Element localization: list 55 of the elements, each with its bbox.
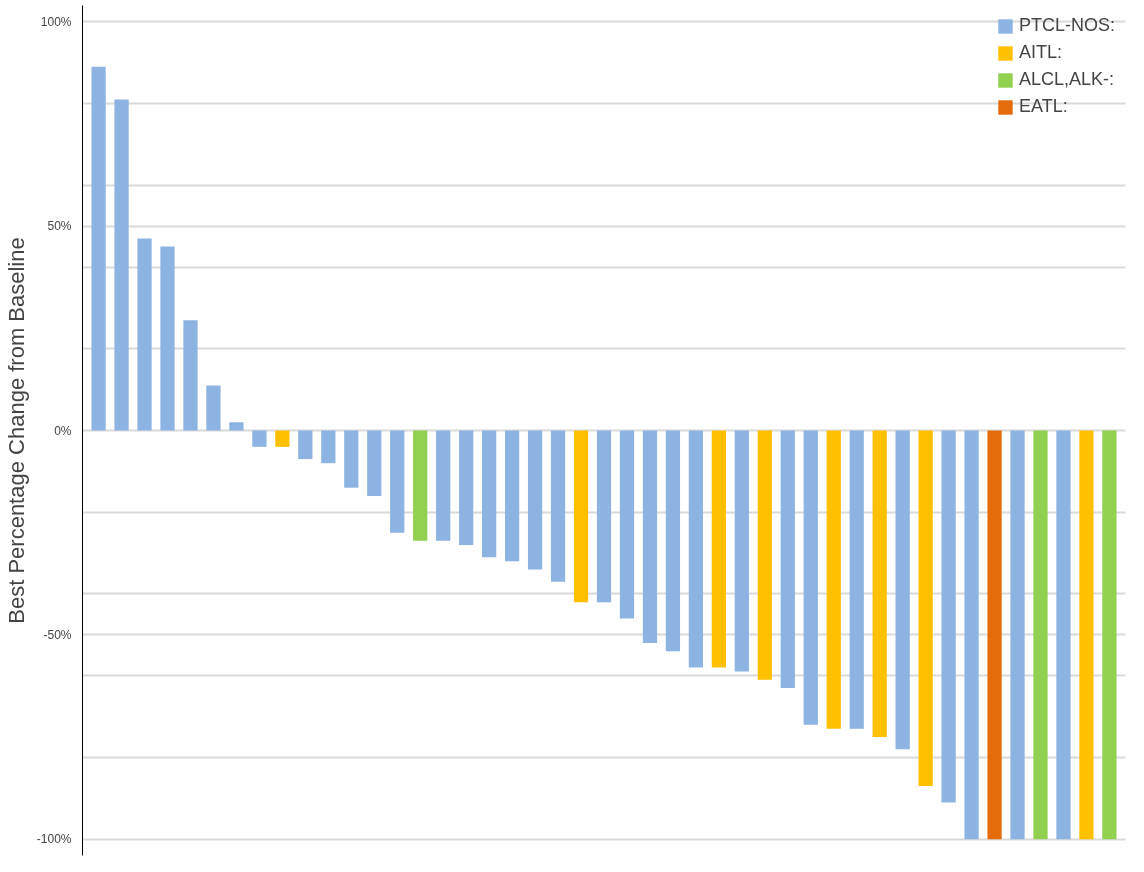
bar: [596, 430, 612, 603]
bar: [987, 430, 1002, 840]
bar: [872, 430, 887, 737]
bar: [275, 430, 290, 447]
bar: [688, 430, 704, 668]
bar: [941, 430, 956, 803]
bar: [183, 320, 198, 431]
bar: [344, 430, 359, 488]
bar: [413, 430, 428, 541]
bar: [849, 430, 864, 729]
bar: [1079, 430, 1094, 840]
bar: [1102, 430, 1117, 840]
bar: [711, 430, 726, 668]
bar: [619, 430, 635, 619]
bar: [642, 430, 658, 643]
legend-label: PTCL-NOS:: [1018, 15, 1115, 36]
bar: [918, 430, 933, 787]
bar: [367, 430, 382, 496]
legend-label: ALCL,ALK-:: [1018, 69, 1115, 90]
bar: [665, 430, 681, 652]
bar: [390, 430, 405, 533]
bar: [504, 430, 520, 562]
bar: [527, 430, 543, 570]
bar: [160, 246, 175, 431]
y-tick-label: -100%: [36, 832, 72, 847]
bar: [298, 430, 313, 460]
bar: [757, 430, 772, 680]
bar: [482, 430, 497, 558]
bar: [550, 430, 566, 582]
bar: [573, 430, 589, 603]
bar: [252, 430, 267, 447]
bar: [137, 238, 152, 431]
bar: [1056, 430, 1071, 840]
bar: [826, 430, 841, 729]
y-axis-title: Best Percentage Change from Baseline: [3, 237, 29, 624]
legend-label: AITL:: [1018, 42, 1062, 63]
y-tick-label: 100%: [40, 14, 72, 29]
y-tick-label: -50%: [43, 627, 72, 642]
bar: [321, 430, 336, 464]
y-tick-label: 0%: [54, 423, 72, 438]
legend-label: EATL:: [1018, 96, 1068, 117]
bar: [229, 422, 244, 431]
bar: [964, 430, 979, 840]
bar: [803, 430, 818, 725]
bar: [206, 385, 221, 431]
bar: [459, 430, 474, 545]
y-tick-label: 50%: [47, 219, 72, 234]
bar: [436, 430, 451, 541]
bar: [114, 99, 129, 431]
bar: [1010, 430, 1025, 840]
bar: [91, 66, 106, 431]
bar: [780, 430, 795, 688]
bar: [1033, 430, 1048, 840]
bar: [895, 430, 910, 750]
bar: [734, 430, 749, 672]
